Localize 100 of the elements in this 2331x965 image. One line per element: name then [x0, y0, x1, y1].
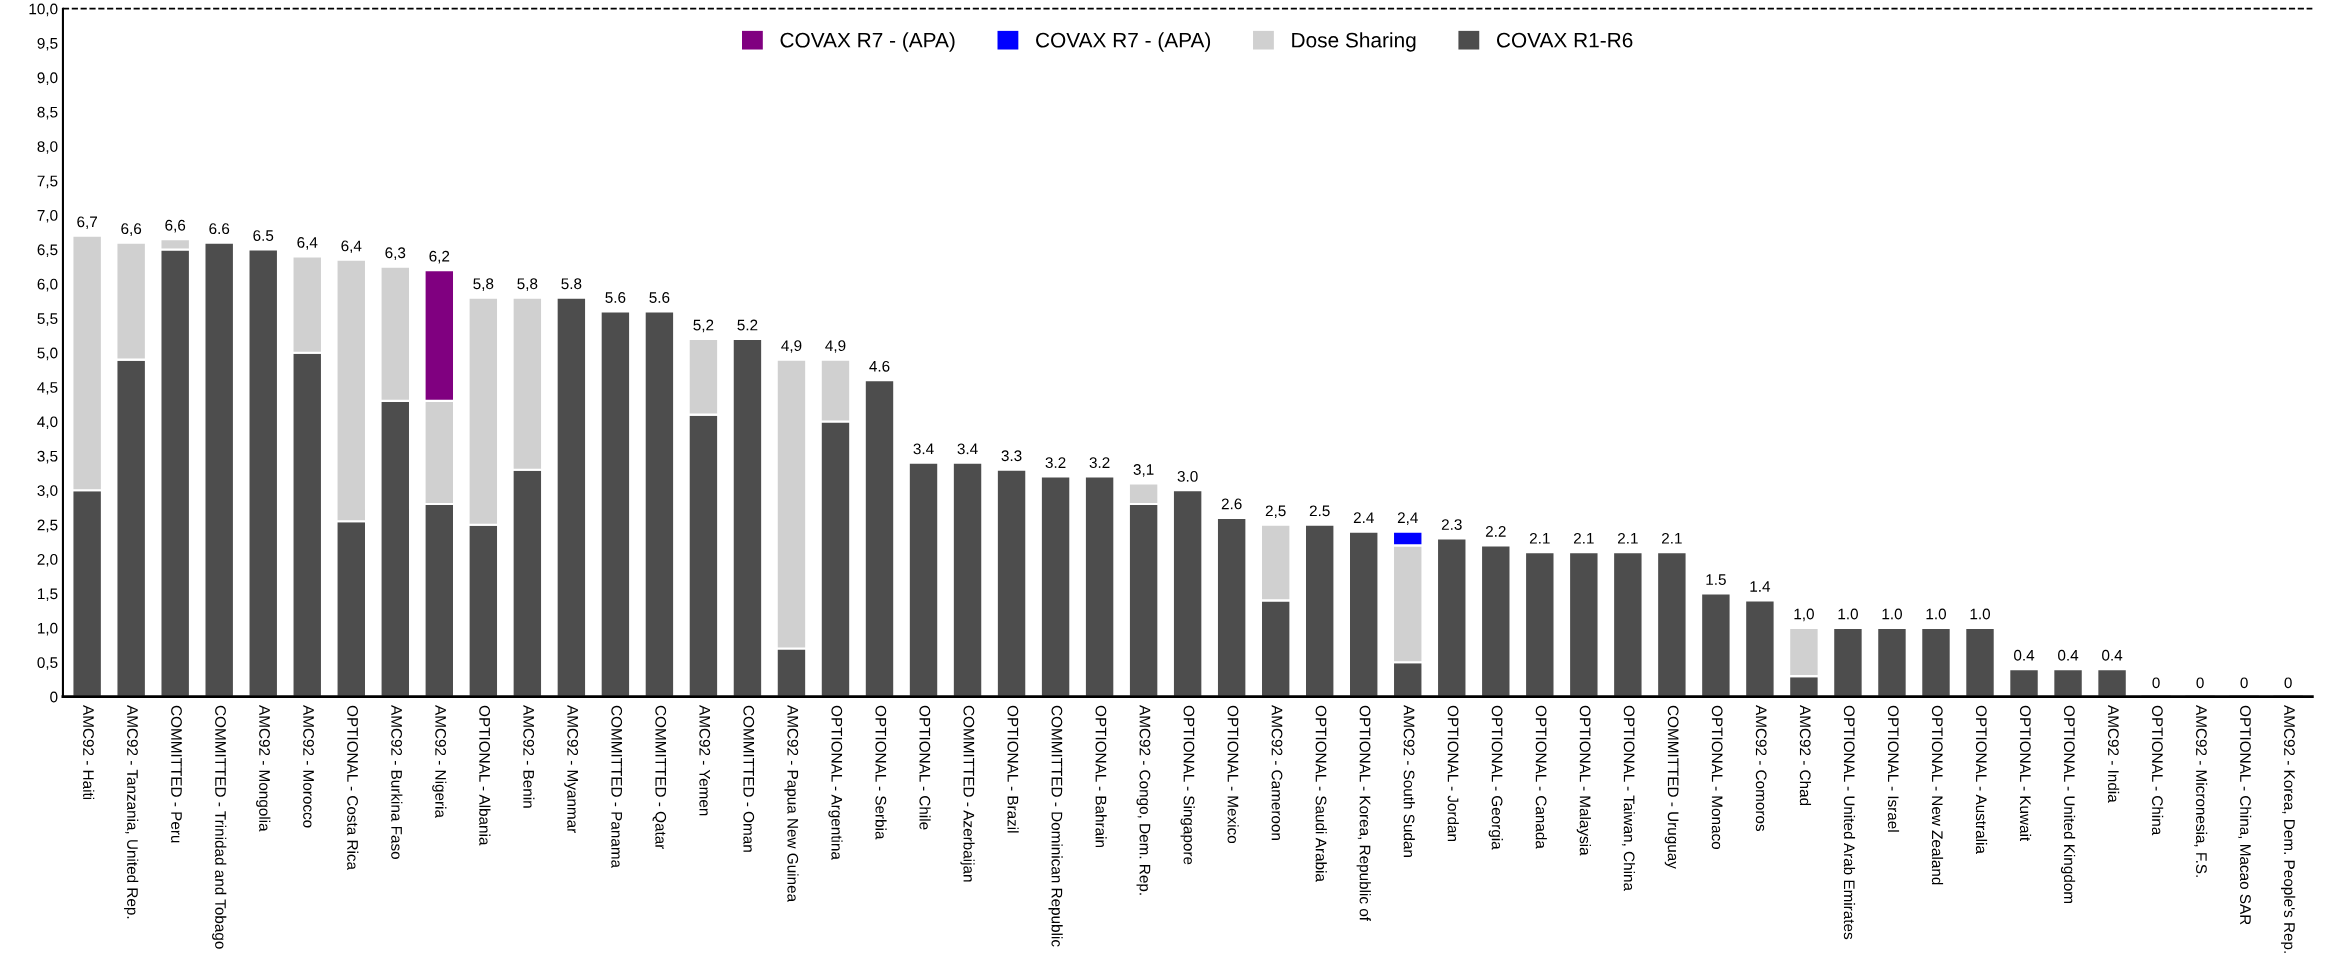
y-tick-label: 3,0 [37, 485, 58, 498]
total-label: 3.2 [1089, 457, 1110, 469]
total-label: 6,6 [165, 219, 186, 233]
total-label: 4.6 [869, 360, 890, 372]
total-label: 2.1 [1573, 532, 1594, 544]
total-label: 3.0 [1177, 470, 1198, 482]
x-tick-label: OPTIONAL - Israel [1887, 705, 1900, 832]
y-tick-label: 6,5 [37, 244, 58, 257]
x-tick-label: COMMITTED - Dominican Republic [1048, 705, 1063, 947]
y-tick-label: 4,0 [37, 416, 58, 429]
x-tick-label: OPTIONAL - Saudi Arabia [1315, 705, 1327, 882]
total-label: 2,5 [1265, 505, 1286, 518]
x-tick-label: COMMITTED - Peru [171, 705, 182, 843]
x-tick-label: AMC92 - Tanzania, United Rep. [124, 705, 139, 919]
total-label: 1.0 [1838, 608, 1858, 620]
total-label: 1.4 [1750, 581, 1771, 592]
x-tick-label: AMC92 - Mongolia [256, 705, 271, 832]
legend-label: COVAX R1-R6 [1496, 32, 1633, 48]
total-label: 2.4 [1353, 512, 1374, 523]
x-tick-label: OPTIONAL - Korea, Republic of [1356, 705, 1371, 922]
x-tick-label: AMC92 - Myanmar [564, 705, 579, 833]
y-tick-label: 2,5 [37, 519, 58, 533]
total-label: 5.8 [561, 278, 582, 290]
total-label: 1.0 [1882, 608, 1902, 620]
y-tick-label: 7,5 [37, 175, 58, 189]
y-tick-label: 8,0 [37, 141, 58, 154]
total-label: 5.6 [649, 292, 670, 303]
total-label: 2,4 [1397, 512, 1418, 525]
x-tick-label: OPTIONAL - United Kingdom [2060, 705, 2076, 904]
x-tick-label: OPTIONAL - China, Macao SAR [2238, 705, 2252, 925]
y-tick-label: 5,0 [37, 347, 58, 361]
y-tick-label: 8,5 [37, 106, 58, 120]
y-tick-label: 10,0 [29, 3, 58, 17]
total-label: 2.1 [1662, 532, 1682, 544]
x-tick-label: AMC92 - Congo, Dem. Rep. [1136, 705, 1151, 895]
legend-label: Dose Sharing [1292, 32, 1416, 52]
x-tick-label: AMC92 - Yemen [699, 705, 711, 816]
total-label: 6,3 [385, 247, 406, 260]
total-label: 0.4 [2014, 649, 2035, 661]
x-tick-label: OPTIONAL - Australia [1975, 705, 1988, 854]
x-tick-label: COMMITTED - Oman [743, 705, 755, 852]
total-label: 6,2 [429, 250, 450, 264]
x-tick-label: OPTIONAL - Malaysia [1576, 705, 1591, 856]
x-tick-label: AMC92 - Morocco [303, 705, 314, 828]
x-tick-label: OPTIONAL - Canada [1535, 705, 1547, 849]
x-tick-label: AMC92 - Nigeria [432, 705, 447, 818]
x-tick-label: OPTIONAL - Mexico [1227, 705, 1239, 844]
y-tick-label: 5,5 [37, 313, 58, 326]
total-label: 6,7 [77, 216, 97, 230]
total-label: 6,4 [297, 237, 318, 250]
total-label: 1.5 [1706, 574, 1726, 585]
total-label: 0 [2284, 677, 2292, 689]
total-label: 5,8 [473, 278, 494, 291]
total-label: 0.4 [2058, 649, 2079, 661]
total-label: 2.1 [1529, 532, 1550, 544]
x-tick-label: OPTIONAL - Bahrain [1095, 705, 1107, 847]
x-tick-label: OPTIONAL - Costa Rica [347, 705, 359, 871]
y-tick-label: 9,0 [37, 72, 58, 85]
total-label: 3,1 [1133, 464, 1154, 477]
total-label: 0.4 [2102, 649, 2123, 661]
x-tick-label: AMC92 - Haiti [83, 705, 95, 800]
x-tick-label: AMC92 - Burkina Faso [391, 705, 403, 859]
x-tick-label: OPTIONAL - Brazil [1007, 705, 1019, 833]
total-label: 2.6 [1221, 498, 1242, 510]
total-label: 0 [2152, 677, 2160, 689]
y-tick-label: 2,0 [37, 553, 58, 567]
x-tick-label: COMMITTED - Uruguay [1664, 705, 1679, 869]
y-tick-label: 0,5 [37, 657, 58, 670]
x-tick-label: OPTIONAL - Georgia [1488, 705, 1503, 850]
total-label: 5,8 [517, 278, 538, 291]
x-tick-label: AMC92 - Micronesia, F.S. [2194, 705, 2208, 877]
x-tick-label: OPTIONAL - Jordan [1447, 705, 1459, 842]
x-tick-label: OPTIONAL - Serbia [875, 705, 887, 840]
x-tick-label: OPTIONAL - United Arab Emirates [1843, 705, 1856, 940]
x-tick-label: OPTIONAL - New Zealand [1931, 705, 1944, 885]
y-tick-label: 7,0 [37, 209, 58, 223]
legend-label: COVAX R7 - (APA) [780, 32, 955, 52]
total-label: 6.5 [253, 230, 274, 241]
total-label: 3.4 [913, 443, 934, 455]
x-tick-label: AMC92 - Korea, Dem. People's Rep. [2281, 705, 2296, 953]
x-tick-label: COMMITTED - Panama [611, 705, 623, 869]
total-label: 5,2 [693, 319, 714, 333]
x-tick-label: OPTIONAL - Chile [919, 705, 931, 830]
total-label: 3.4 [957, 443, 978, 455]
x-tick-label: OPTIONAL - China [2151, 705, 2164, 836]
y-tick-label: 6,0 [37, 278, 58, 292]
total-label: 6,4 [341, 240, 362, 254]
total-label: 2.3 [1441, 519, 1462, 530]
y-tick-label: 9,5 [37, 37, 58, 51]
total-label: 2.2 [1485, 526, 1506, 537]
legend-label: COVAX R7 - (APA) [1036, 32, 1211, 52]
total-label: 1.0 [1926, 608, 1946, 620]
y-tick-label: 0 [50, 691, 58, 703]
total-label: 6.6 [209, 223, 230, 235]
total-label: 3.3 [1001, 450, 1022, 462]
x-tick-label: COMMITTED - Qatar [652, 705, 667, 850]
x-tick-label: AMC92 - Papua New Guinea [784, 705, 799, 903]
x-tick-label: AMC92 - Cameroon [1271, 705, 1283, 840]
x-tick-label: COMMITTED - Trinidad and Tobago [212, 705, 227, 949]
total-label: 3.2 [1045, 457, 1066, 469]
